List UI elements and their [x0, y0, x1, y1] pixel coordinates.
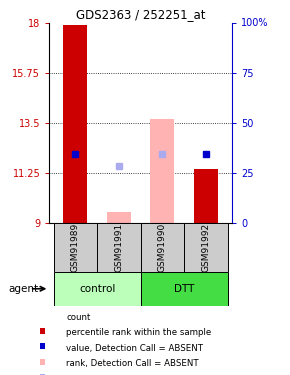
Text: GSM91991: GSM91991 — [114, 223, 124, 272]
Text: percentile rank within the sample: percentile rank within the sample — [66, 328, 211, 337]
Bar — [107, 212, 131, 223]
Bar — [97, 223, 141, 272]
Text: GSM91989: GSM91989 — [71, 223, 80, 272]
Text: DTT: DTT — [174, 284, 194, 294]
Bar — [151, 120, 174, 223]
Text: value, Detection Call = ABSENT: value, Detection Call = ABSENT — [66, 344, 203, 352]
Text: agent: agent — [9, 284, 39, 294]
Bar — [194, 168, 218, 223]
Text: GSM91992: GSM91992 — [201, 223, 211, 272]
Title: GDS2363 / 252251_at: GDS2363 / 252251_at — [76, 8, 205, 21]
Text: control: control — [79, 284, 115, 294]
Bar — [40, 374, 45, 375]
Bar — [54, 223, 97, 272]
Text: GSM91990: GSM91990 — [158, 223, 167, 272]
Bar — [40, 328, 45, 334]
Bar — [184, 223, 228, 272]
Text: count: count — [66, 313, 90, 322]
Bar — [64, 25, 87, 223]
Bar — [40, 343, 45, 350]
Bar — [54, 272, 141, 306]
Bar — [141, 272, 228, 306]
Bar — [40, 359, 45, 365]
Text: rank, Detection Call = ABSENT: rank, Detection Call = ABSENT — [66, 359, 199, 368]
Bar — [141, 223, 184, 272]
